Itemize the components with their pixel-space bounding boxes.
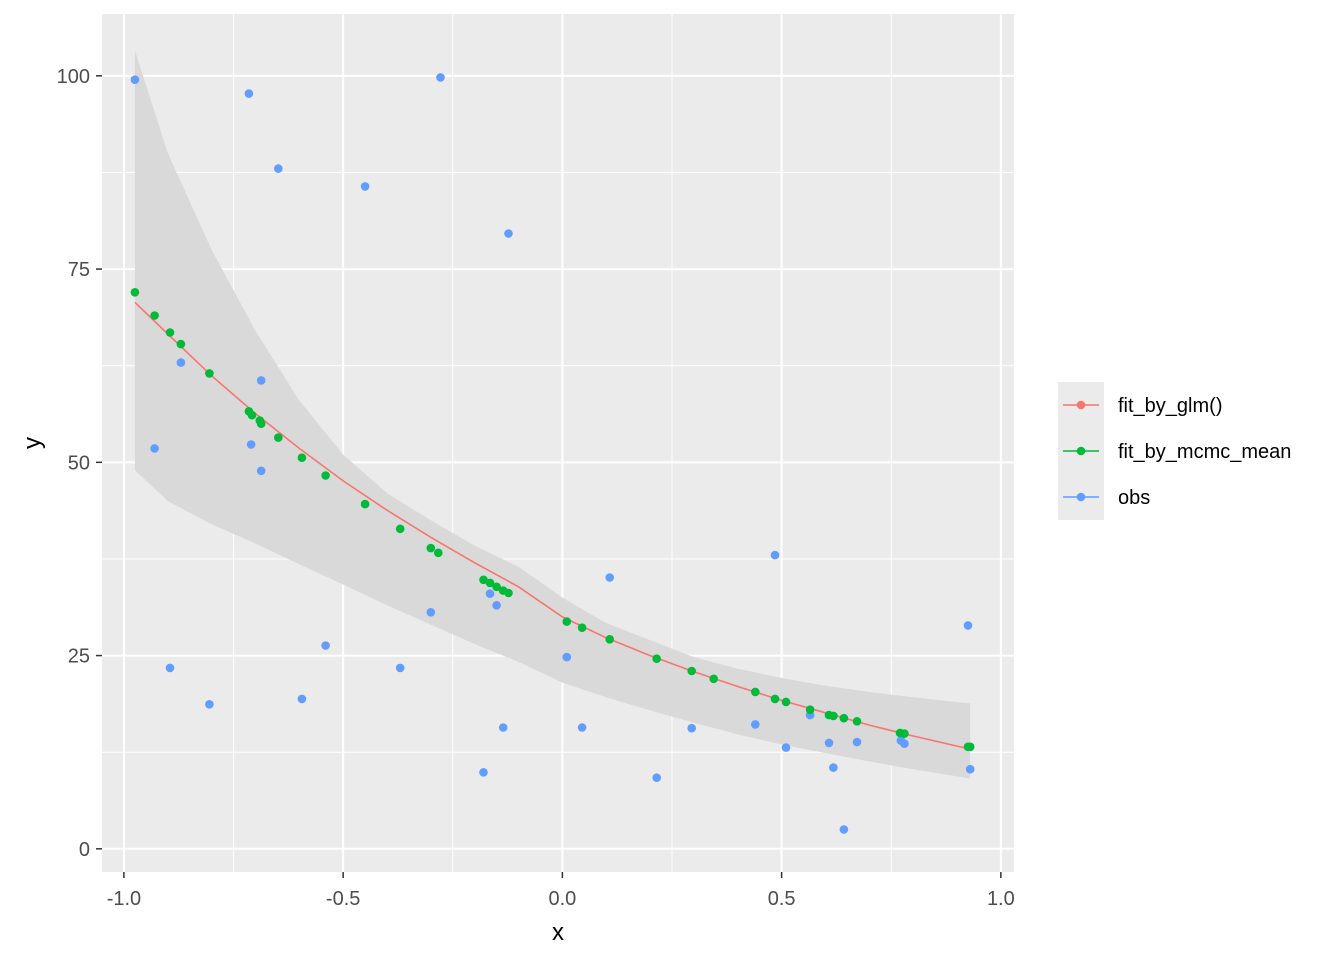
x-tick-label: 0.5 [768, 888, 796, 910]
mcmc-point [577, 623, 587, 632]
x-axis: -1.0 -0.5 0.0 0.5 1.0 [107, 872, 1015, 910]
grid-minor [102, 14, 1014, 872]
mcmc-point [504, 588, 513, 598]
legend-key-point [1076, 492, 1086, 502]
obs-point [839, 825, 849, 834]
mcmc-point [426, 543, 436, 553]
x-tick-label: 0.0 [548, 888, 576, 910]
obs-point [205, 700, 214, 709]
obs-point [577, 723, 587, 732]
mcmc-point [751, 687, 760, 697]
mcmc-point [150, 311, 159, 320]
mcmc-point [839, 713, 849, 723]
obs-point [781, 743, 791, 752]
y-tick-label: 25 [68, 646, 90, 668]
obs-point [562, 652, 572, 662]
x-tick-label: 1.0 [987, 888, 1015, 910]
mcmc-point [360, 499, 370, 509]
legend-key-point [1076, 446, 1086, 456]
mcmc-point [395, 524, 405, 534]
mcmc-point [321, 471, 330, 480]
mcmc-point [205, 369, 214, 378]
y-axis: 0 25 50 75 100 [57, 66, 102, 861]
obs-point [652, 773, 661, 782]
mcmc-point [781, 697, 791, 707]
obs-point [436, 73, 445, 82]
obs-point [770, 550, 780, 560]
legend-label: fit_by_mcmc_mean [1118, 441, 1291, 463]
obs-point [963, 621, 973, 630]
mcmc-points [130, 288, 975, 752]
obs-point [246, 440, 256, 449]
mcmc-point [652, 654, 661, 663]
obs-point [297, 694, 307, 704]
mcmc-point [256, 419, 266, 429]
mcmc-point [605, 635, 614, 644]
obs-point [479, 768, 488, 777]
obs-point [492, 601, 501, 610]
mcmc-point [770, 694, 780, 704]
mcmc-point [297, 453, 307, 463]
obs-point [256, 376, 266, 385]
y-tick-label: 50 [68, 452, 90, 474]
mcmc-point [176, 339, 186, 349]
mcmc-point [274, 433, 283, 442]
mcmc-point [479, 575, 488, 585]
mcmc-point [492, 582, 501, 592]
legend-key-point [1076, 400, 1086, 410]
obs-point [605, 573, 614, 582]
obs-point [244, 89, 254, 98]
obs-point [751, 720, 760, 729]
confidence-ribbon [134, 50, 971, 779]
mcmc-point [687, 666, 696, 676]
obs-points [130, 73, 975, 834]
mcmc-point [130, 288, 140, 297]
obs-point [321, 641, 330, 650]
mcmc-point [247, 410, 257, 420]
mcmc-point [829, 711, 838, 721]
mcmc-point [485, 578, 495, 588]
mcmc-point [165, 328, 175, 337]
obs-point [360, 182, 370, 191]
mcmc-point [965, 742, 975, 752]
obs-point [829, 763, 838, 772]
obs-point [965, 764, 975, 774]
y-tick-label: 75 [68, 259, 90, 281]
obs-point [130, 75, 140, 84]
y-tick-label: 0 [79, 839, 90, 861]
obs-point [687, 723, 696, 733]
mcmc-point [709, 674, 718, 684]
obs-point [165, 663, 175, 673]
obs-point [900, 739, 909, 748]
obs-point [274, 164, 283, 173]
obs-point [395, 663, 405, 673]
legend-label: fit_by_glm() [1118, 395, 1222, 417]
y-axis-title: y [19, 437, 46, 449]
obs-point [498, 723, 508, 732]
x-tick-label: -0.5 [326, 888, 360, 910]
x-axis-title: x [552, 919, 564, 946]
obs-point [256, 466, 266, 476]
obs-point [485, 589, 495, 598]
obs-point [824, 738, 834, 748]
obs-point [176, 358, 186, 367]
x-tick-label: -1.0 [107, 888, 141, 910]
obs-point [150, 444, 159, 453]
obs-point [504, 229, 513, 238]
obs-point [426, 608, 436, 617]
mcmc-point [805, 705, 815, 714]
obs-point [852, 737, 862, 747]
mcmc-point [434, 548, 443, 558]
mcmc-point [900, 729, 909, 738]
y-tick-label: 100 [57, 66, 90, 88]
mcmc-point [562, 617, 572, 626]
mcmc-point [852, 717, 862, 726]
legend-label: obs [1118, 487, 1150, 509]
